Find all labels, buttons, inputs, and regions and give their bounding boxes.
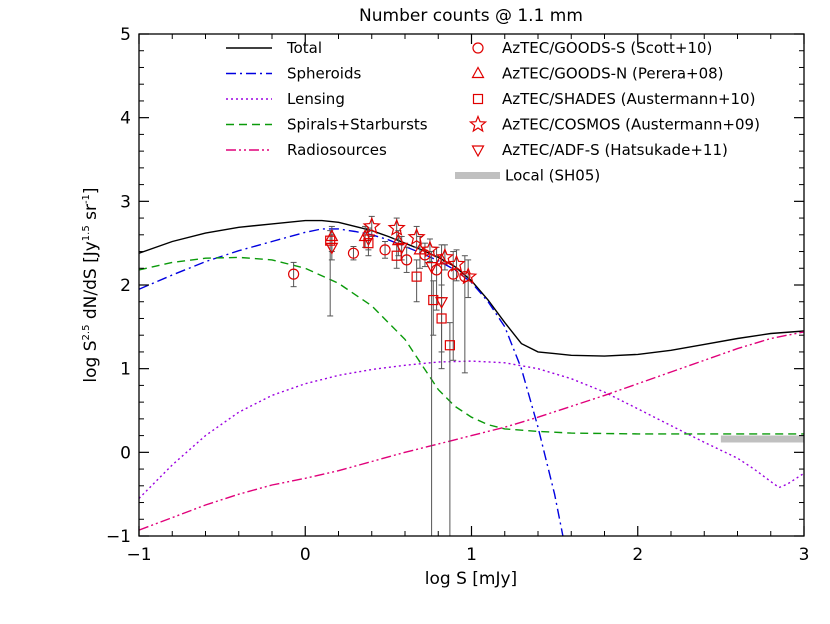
- data-point-aztec-adf-s-hatsukade-11: [361, 234, 375, 247]
- legend-label-aztec-cosmos-austermann-09: AzTEC/COSMOS (Austermann+09): [502, 116, 760, 134]
- y-axis-label: log S2.5 dN/dS [Jy1.5 sr-1]: [81, 187, 101, 382]
- data-point-aztec-shades-austermann-10: [391, 250, 402, 261]
- data-point-aztec-cosmos-austermann-09: [435, 247, 455, 266]
- data-point-aztec-goods-n-perera-08: [413, 242, 427, 255]
- y-label-sup: -1: [81, 194, 92, 204]
- y-label-part: ]: [81, 187, 101, 194]
- legend-label-local-sh05: Local (SH05): [505, 167, 600, 185]
- x-tick-label: 1: [466, 545, 477, 565]
- data-point-aztec-adf-s-hatsukade-11: [395, 242, 409, 255]
- series-line-spirals-starbursts: [139, 256, 804, 435]
- data-point-aztec-cosmos-austermann-09: [387, 218, 406, 236]
- series-line-spheroids: [139, 228, 564, 536]
- legend-label-lensing: Lensing: [287, 90, 345, 108]
- axes: [138, 33, 805, 537]
- legend-marker-aztec-goods-n-perera-08: [471, 66, 485, 79]
- y-tick-label: 1: [120, 360, 131, 380]
- legend-label-spheroids: Spheroids: [287, 65, 361, 83]
- data-point-aztec-shades-austermann-10: [363, 238, 374, 249]
- data-point-aztec-goods-n-perera-08: [325, 229, 339, 242]
- data-point-aztec-cosmos-austermann-09: [459, 266, 478, 285]
- axis-ticks: −1 0 1 2 3 −1 0 1 2 3 4 5: [106, 25, 809, 565]
- legend-label-radiosources: Radiosources: [287, 141, 387, 159]
- data-point-aztec-cosmos-austermann-09: [407, 227, 426, 246]
- x-tick-label: 2: [632, 545, 643, 565]
- data-point-aztec-shades-austermann-10: [325, 235, 336, 246]
- plot-frame: [138, 33, 805, 537]
- y-label-part: dN/dS [Jy: [81, 241, 101, 324]
- legend-marker-aztec-shades-austermann-10: [472, 93, 484, 105]
- x-tick-label: −1: [126, 545, 151, 565]
- legend-label-total: Total: [286, 39, 322, 57]
- data-point-aztec-goods-n-perera-08: [391, 233, 405, 246]
- series-line-total: [139, 219, 804, 357]
- legend-label-aztec-goods-s-scott-10: AzTEC/GOODS-S (Scott+10): [502, 39, 712, 57]
- y-label-part: sr: [81, 204, 101, 225]
- model-curves: [139, 219, 804, 536]
- y-tick-label: 2: [120, 276, 131, 296]
- y-tick-label: 0: [120, 443, 131, 463]
- data-point-aztec-cosmos-austermann-09: [362, 216, 381, 235]
- legend-label-aztec-adf-s-hatsukade-11: AzTEC/ADF-S (Hatsukade+11): [502, 141, 728, 159]
- series-line-lensing: [139, 360, 804, 499]
- data-markers: [288, 216, 478, 351]
- y-tick-label: −1: [106, 527, 131, 547]
- data-point-aztec-shades-austermann-10: [444, 340, 455, 351]
- y-label-part: log S: [81, 340, 101, 382]
- data-point-aztec-adf-s-hatsukade-11: [435, 297, 449, 309]
- legend-marker-aztec-cosmos-austermann-09: [468, 114, 488, 133]
- legend-label-spirals-starbursts: Spirals+Starbursts: [287, 116, 428, 134]
- legend-marker-aztec-goods-s-scott-10: [472, 42, 484, 54]
- x-tick-label: 3: [799, 545, 810, 565]
- data-point-aztec-shades-austermann-10: [411, 271, 422, 282]
- y-tick-label: 3: [120, 192, 131, 212]
- y-tick-label: 5: [120, 25, 131, 45]
- data-point-aztec-cosmos-austermann-09: [447, 254, 466, 272]
- legend: Total Spheroids Lensing Spirals+Starbursts R…: [226, 39, 760, 185]
- data-point-aztec-goods-s-scott-10: [347, 247, 360, 259]
- data-point-aztec-goods-s-scott-10: [288, 268, 300, 280]
- series-line-radiosources: [139, 331, 804, 531]
- data-point-aztec-goods-n-perera-08: [435, 252, 449, 265]
- legend-label-aztec-goods-n-perera-08: AzTEC/GOODS-N (Perera+08): [502, 65, 724, 83]
- x-tick-label: 0: [300, 545, 311, 565]
- data-point-aztec-goods-s-scott-10: [379, 244, 391, 256]
- data-point-aztec-adf-s-hatsukade-11: [425, 261, 439, 274]
- legend-label-aztec-shades-austermann-10: AzTEC/SHADES (Austermann+10): [502, 90, 755, 108]
- chart-title: Number counts @ 1.1 mm: [359, 6, 583, 26]
- legend-marker-aztec-adf-s-hatsukade-11: [471, 145, 485, 158]
- data-point-aztec-goods-s-scott-10: [430, 264, 443, 276]
- x-axis-label: log S [mJy]: [425, 569, 517, 589]
- y-label-sup: 1.5: [81, 225, 92, 241]
- y-tick-label: 4: [120, 109, 131, 129]
- data-point-aztec-adf-s-hatsukade-11: [325, 242, 339, 255]
- y-label-sup: 2.5: [81, 325, 92, 341]
- data-point-aztec-shades-austermann-10: [436, 313, 447, 324]
- data-point-aztec-cosmos-austermann-09: [420, 240, 440, 258]
